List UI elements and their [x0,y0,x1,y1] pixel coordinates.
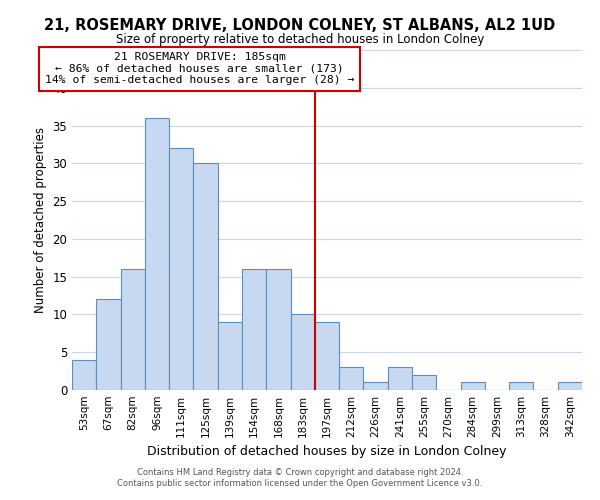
Bar [339,368,364,390]
Bar [145,118,169,390]
Bar [388,368,412,390]
Bar [193,164,218,390]
Bar [266,269,290,390]
Bar [412,375,436,390]
Bar [558,382,582,390]
Text: 21, ROSEMARY DRIVE, LONDON COLNEY, ST ALBANS, AL2 1UD: 21, ROSEMARY DRIVE, LONDON COLNEY, ST AL… [44,18,556,32]
Bar [315,322,339,390]
Bar [242,269,266,390]
Bar [509,382,533,390]
Text: 21 ROSEMARY DRIVE: 185sqm
← 86% of detached houses are smaller (173)
14% of semi: 21 ROSEMARY DRIVE: 185sqm ← 86% of detac… [45,52,354,86]
Text: Contains HM Land Registry data © Crown copyright and database right 2024.
Contai: Contains HM Land Registry data © Crown c… [118,468,482,487]
Bar [72,360,96,390]
Bar [121,269,145,390]
X-axis label: Distribution of detached houses by size in London Colney: Distribution of detached houses by size … [147,446,507,458]
Text: Size of property relative to detached houses in London Colney: Size of property relative to detached ho… [116,32,484,46]
Bar [169,148,193,390]
Bar [290,314,315,390]
Bar [96,300,121,390]
Y-axis label: Number of detached properties: Number of detached properties [34,127,47,313]
Bar [218,322,242,390]
Bar [364,382,388,390]
Bar [461,382,485,390]
